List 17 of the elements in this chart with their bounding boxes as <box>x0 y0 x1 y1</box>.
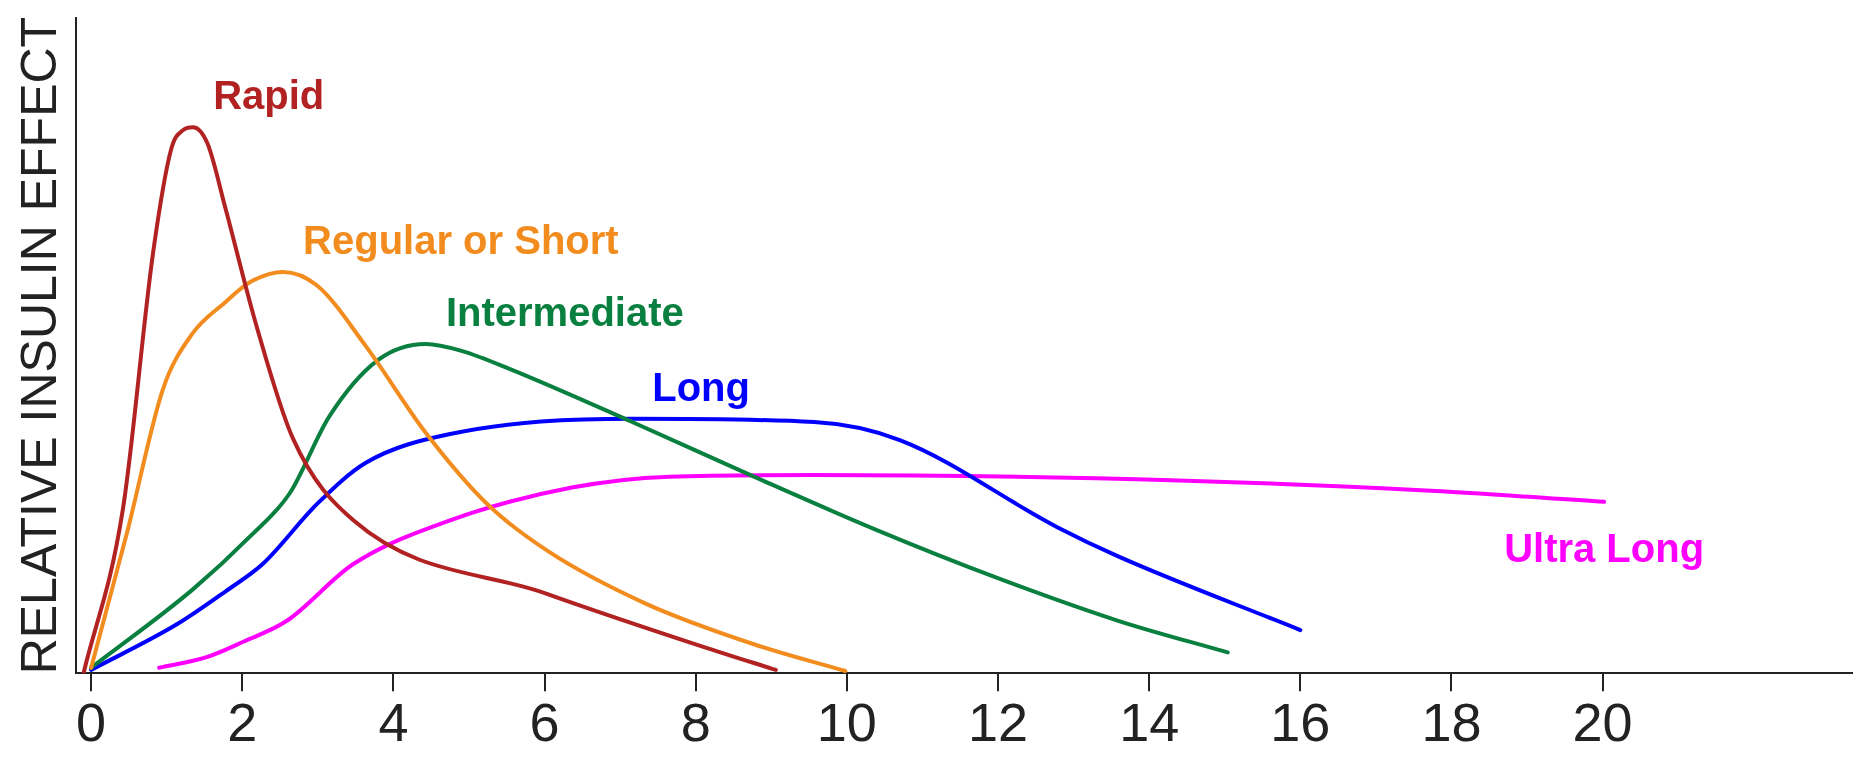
x-tick-label: 20 <box>1572 692 1633 753</box>
x-tick-label: 14 <box>1119 692 1180 753</box>
x-tick-label: 16 <box>1270 692 1331 753</box>
series-label: Ultra Long <box>1504 525 1705 570</box>
series-label: Long <box>652 364 750 409</box>
x-tick-label: 18 <box>1421 692 1482 753</box>
series-label: Regular or Short <box>303 217 619 262</box>
x-tick-label: 2 <box>227 692 258 753</box>
y-axis-title: RELATIVE INSULIN EFFECT <box>10 16 67 675</box>
series-label: Rapid <box>213 73 325 118</box>
x-tick-label: 10 <box>816 692 877 753</box>
x-tick-label: 8 <box>680 692 711 753</box>
x-tick-label: 0 <box>76 692 107 753</box>
x-tick-label: 6 <box>529 692 560 753</box>
x-tick-label: 4 <box>378 692 409 753</box>
x-tick-label: 12 <box>967 692 1029 753</box>
series-label: Intermediate <box>445 289 684 334</box>
